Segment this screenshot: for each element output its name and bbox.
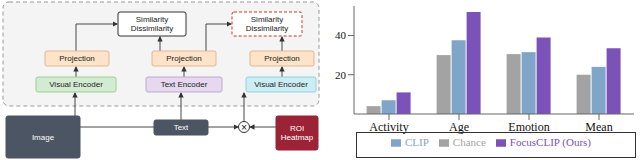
html-text:Chance: Chance [452, 136, 486, 148]
svg-text:Text: Text [174, 123, 189, 132]
svg-text:40: 40 [335, 29, 347, 41]
svg-text:Similarity: Similarity [136, 15, 168, 24]
svg-text:Image: Image [32, 133, 55, 142]
svg-text:Projection: Projection [59, 54, 95, 63]
svg-text:×: × [241, 123, 248, 132]
html-text:FocusCLIP (Ours): FocusCLIP (Ours) [509, 136, 591, 148]
svg-text:Visual Encoder: Visual Encoder [49, 80, 103, 89]
svg-text:Heatmap: Heatmap [281, 133, 314, 142]
html-text:CLIP: CLIP [405, 136, 429, 148]
svg-text:Mean: Mean [585, 120, 612, 134]
svg-text:Projection: Projection [264, 54, 300, 63]
svg-text:Age: Age [449, 120, 469, 134]
svg-text:Similarity: Similarity [251, 15, 283, 24]
svg-text:Emotion: Emotion [508, 120, 549, 134]
svg-text:Text Encoder: Text Encoder [161, 80, 208, 89]
svg-text:20: 20 [335, 69, 347, 81]
svg-text:Visual Encoder: Visual Encoder [254, 80, 308, 89]
svg-text:Dissimilarity: Dissimilarity [131, 24, 174, 33]
svg-text:Projection: Projection [166, 54, 202, 63]
svg-text:Activity: Activity [369, 120, 408, 134]
svg-text:ROI: ROI [290, 124, 304, 133]
svg-text:Dissimilarity: Dissimilarity [246, 24, 289, 33]
